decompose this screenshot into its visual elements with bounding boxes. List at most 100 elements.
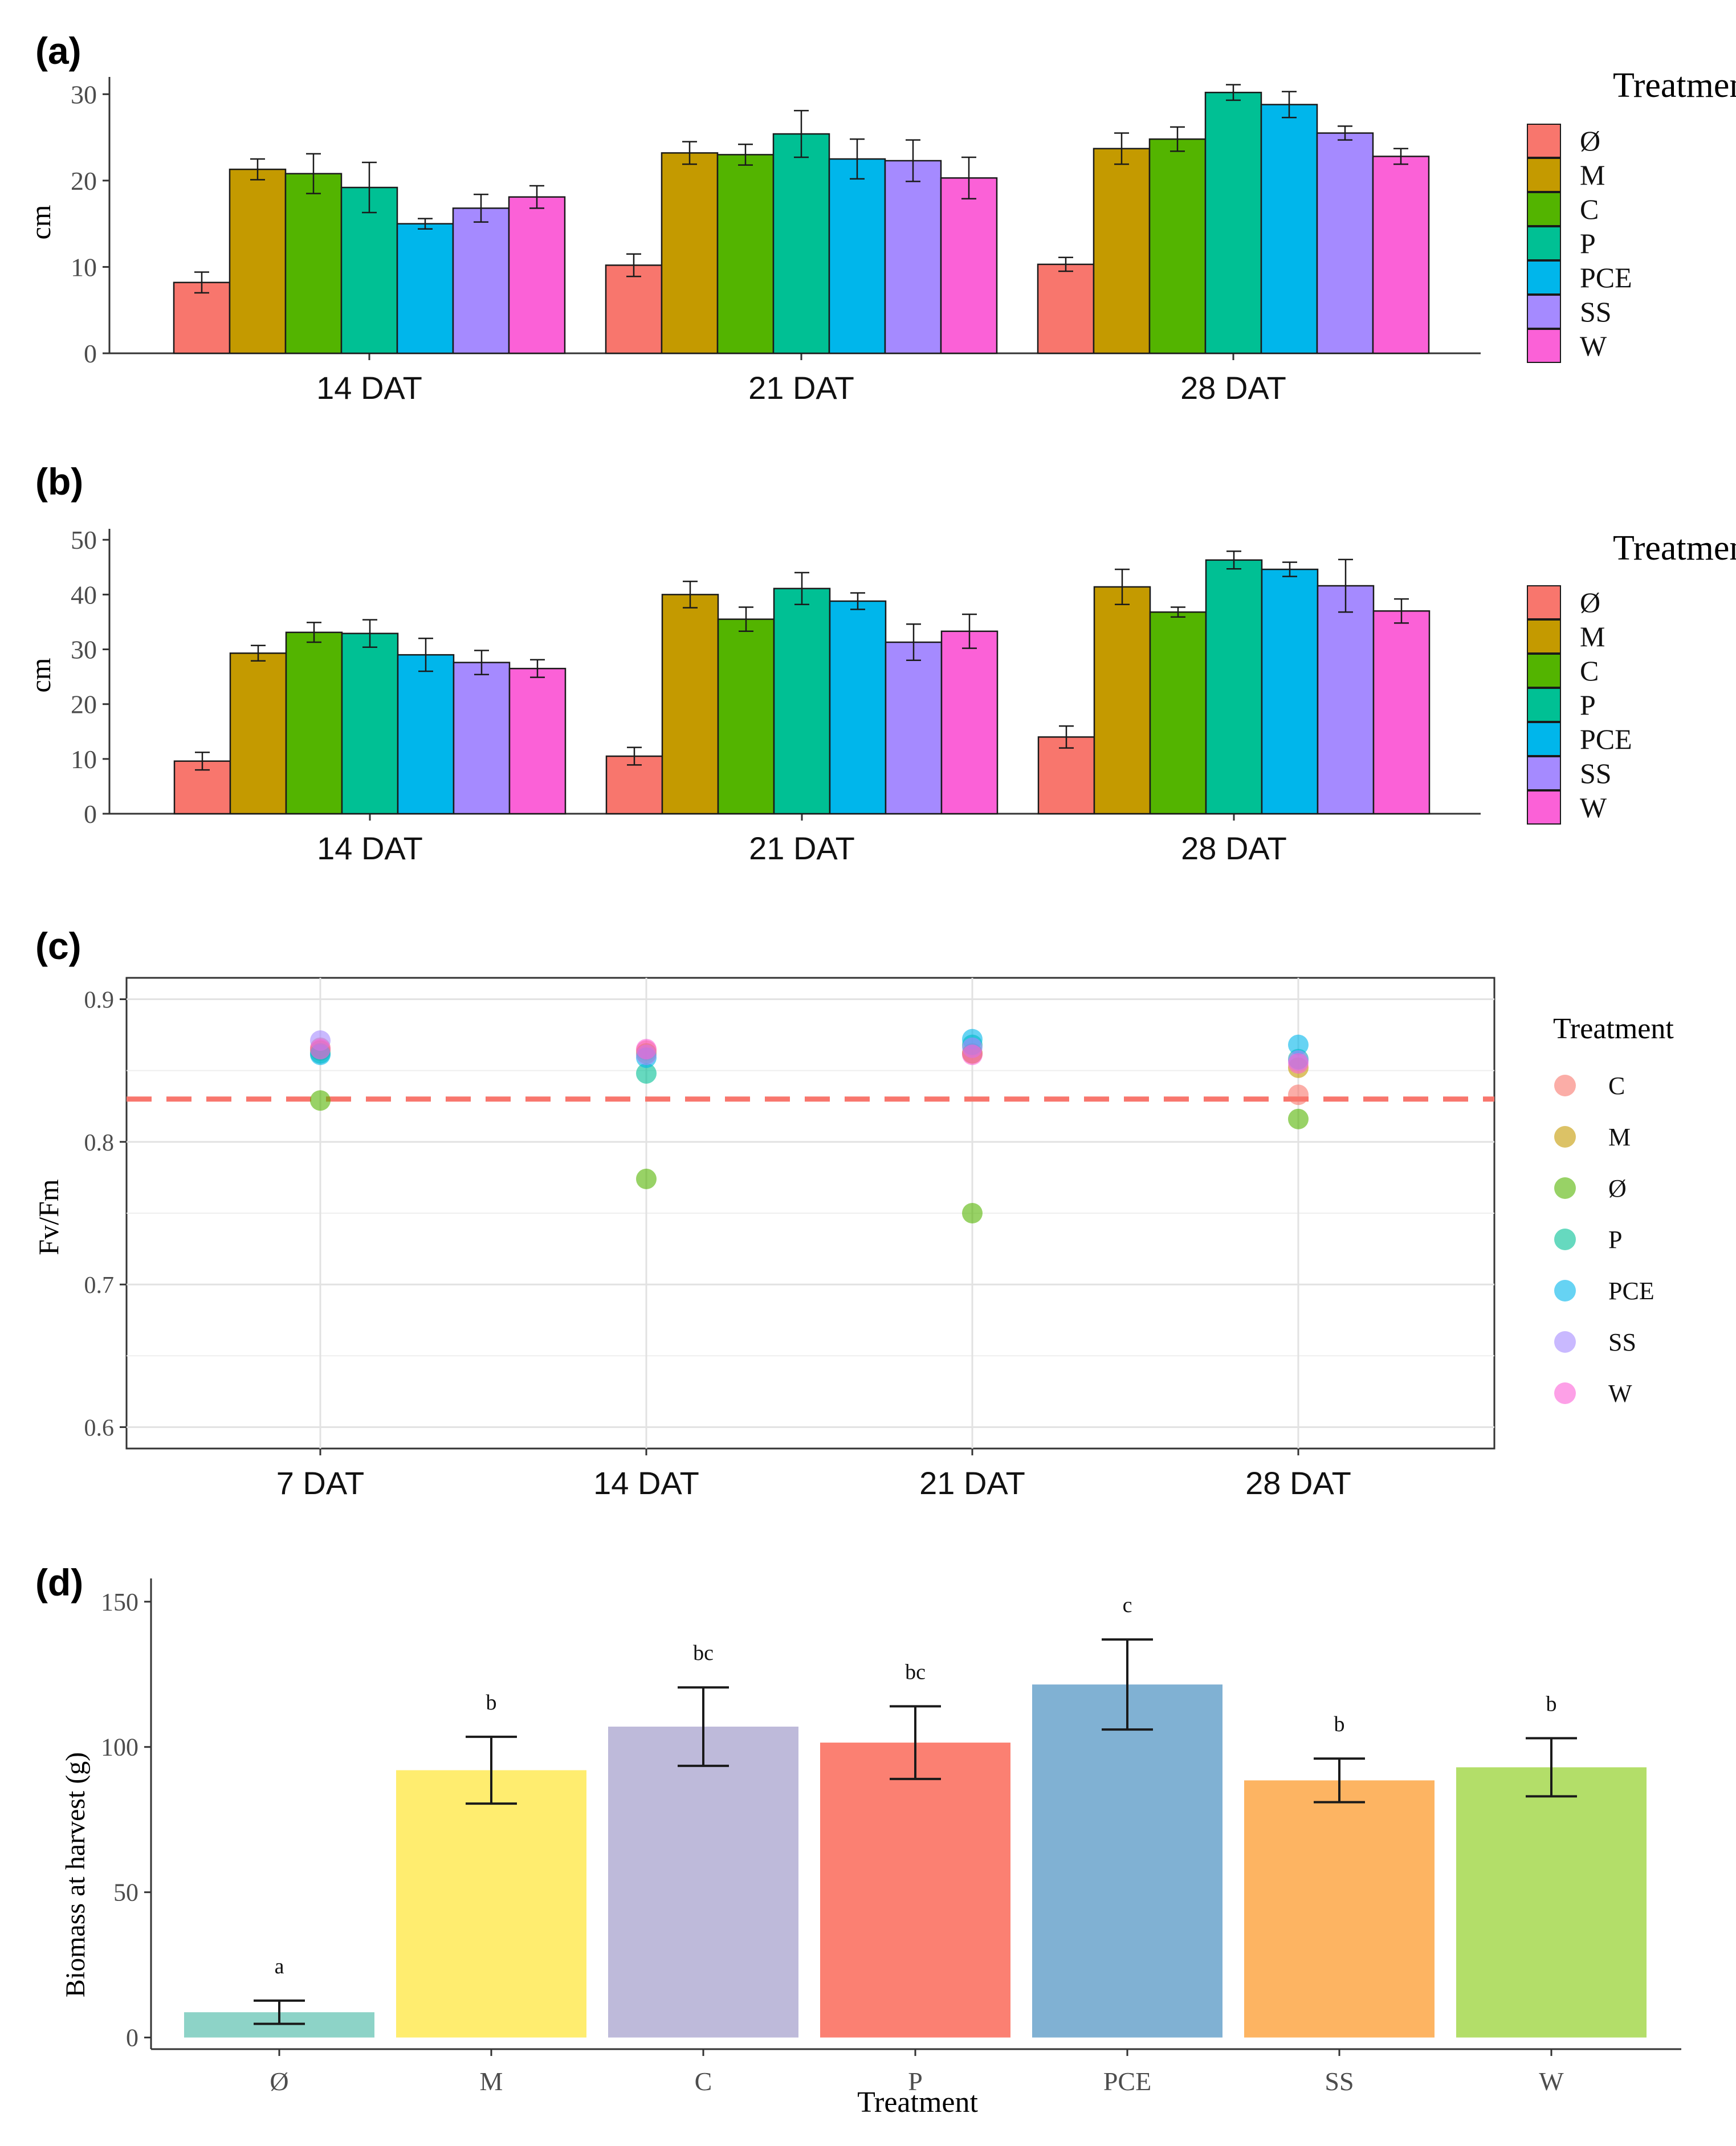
panel-a-x-tick-label: 14 DAT xyxy=(316,370,422,406)
panel-a-bar-p-14-dat xyxy=(340,186,398,354)
panel-a-bar-m-21-dat xyxy=(661,152,719,354)
panel-c-y-tick-label: 0.7 xyxy=(84,1272,115,1299)
panel-b-bar-c-14-dat xyxy=(285,631,343,815)
panel-b-bar-m-28-dat xyxy=(1093,586,1151,815)
panel-a-error-bar xyxy=(418,218,433,230)
panel-b-error-bar xyxy=(1171,606,1185,618)
panel-d-x-tick-label: C xyxy=(695,2067,712,2096)
panel-c-legend-label-ss: SS xyxy=(1608,1328,1636,1356)
panel-a-y-tick-label: 10 xyxy=(71,252,97,281)
panel-c-point-none-14-dat xyxy=(636,1168,657,1189)
panel-b-x-tick-label: 14 DAT xyxy=(317,830,423,866)
panel-a-bar-w-21-dat xyxy=(940,177,998,354)
panel-a-error-bar xyxy=(794,109,809,158)
panel-d-significance-letter: a xyxy=(275,1955,284,1978)
panel-b-error-bar xyxy=(530,659,545,678)
panel-b-bar-c-21-dat xyxy=(717,618,775,815)
panel-b-bar-ss-28-dat xyxy=(1317,585,1375,815)
panel-b-bar-pce-21-dat xyxy=(829,600,887,815)
panel-b-error-bar xyxy=(850,592,865,610)
panel-b-legend-label-none: Ø xyxy=(1580,586,1600,618)
panel-d-x-tick-label: PCE xyxy=(1103,2067,1151,2096)
panel-c-y-tick-label: 0.8 xyxy=(84,1130,115,1156)
panel-d-significance-letter: b xyxy=(1334,1712,1345,1736)
panel-d-error-bar xyxy=(1102,1638,1153,1731)
panel-d-bar-ss xyxy=(1244,1780,1435,2038)
panel-b-bar-c-28-dat xyxy=(1149,611,1207,815)
panel-d-x-tick-label: W xyxy=(1539,2067,1564,2096)
panel-a-error-bar xyxy=(1170,126,1185,152)
panel-b-chart: (b) cm Treatment 0 10 20 30 40 50 14 DAT 21 DAT… xyxy=(25,460,1736,866)
panel-b-error-bar xyxy=(307,622,321,643)
panel-b-error-bar xyxy=(627,746,642,766)
panel-c-legend-label-m: M xyxy=(1608,1123,1631,1151)
panel-a-error-bar xyxy=(250,158,265,181)
panel-a-x-tick-label: 28 DAT xyxy=(1180,370,1286,406)
panel-d-significance-letter: bc xyxy=(693,1641,714,1665)
panel-d-error-bar xyxy=(1314,1757,1365,1804)
panel-a-error-bar xyxy=(906,139,920,182)
panel-a-bar-m-28-dat xyxy=(1093,148,1151,354)
panel-b-y-tick-label: 10 xyxy=(71,745,97,774)
panel-c-x-tick-label: 21 DAT xyxy=(919,1465,1025,1501)
panel-d-bar-m xyxy=(396,1770,586,2038)
panel-c-label: (c) xyxy=(35,925,81,967)
panel-c-legend-key-c xyxy=(1554,1075,1576,1096)
panel-c-legend-label-w: W xyxy=(1608,1380,1632,1407)
panel-a-bar-w-14-dat xyxy=(508,196,566,354)
panel-a-bar-w-28-dat xyxy=(1372,156,1430,354)
panel-a-bar-m-14-dat xyxy=(229,168,287,354)
panel-a-bar-ss-21-dat xyxy=(884,160,942,354)
panel-b-error-bar xyxy=(418,638,433,672)
panel-c-point-p-14-dat xyxy=(636,1063,657,1084)
panel-c-legend-label-pce: PCE xyxy=(1608,1277,1655,1305)
panel-b-error-bar xyxy=(962,613,977,649)
panel-b-y-tick-label: 0 xyxy=(84,799,97,829)
panel-b-y-tick-label: 50 xyxy=(71,525,97,554)
panel-b-bar-pce-14-dat xyxy=(397,654,455,815)
panel-a-x-tick-label: 21 DAT xyxy=(748,370,854,406)
panel-b-bar-ss-21-dat xyxy=(885,641,943,815)
panel-b-legend-label-m: M xyxy=(1580,621,1605,652)
panel-a-bar-ss-14-dat xyxy=(452,207,510,354)
panel-d-y-tick-label: 50 xyxy=(113,1879,138,1907)
panel-d-error-bar xyxy=(890,1705,941,1780)
panel-d-error-bar xyxy=(678,1686,729,1767)
panel-c-legend-key-w xyxy=(1554,1382,1576,1404)
panel-b-bar-p-28-dat xyxy=(1205,559,1263,815)
panel-b-bar-p-21-dat xyxy=(773,588,831,815)
panel-a-legend-label-ss: SS xyxy=(1580,296,1612,328)
panel-a-legend-label-pce: PCE xyxy=(1580,262,1632,293)
panel-a-legend-title: Treatment xyxy=(1613,66,1736,105)
panel-a-error-bar xyxy=(626,253,641,278)
panel-a-legend-label-c: C xyxy=(1580,193,1599,225)
panel-b-legend-label-ss: SS xyxy=(1580,757,1612,789)
panel-b-error-bar xyxy=(683,581,698,609)
panel-b-legend-title: Treatment xyxy=(1613,529,1736,568)
panel-d-bar-c xyxy=(608,1727,798,2038)
panel-a-legend-key-p xyxy=(1527,226,1561,260)
panel-b-legend-label-w: W xyxy=(1580,792,1607,823)
panel-d-error-bar xyxy=(254,1999,305,2025)
panel-a-y-axis-title: cm xyxy=(25,205,56,239)
panel-b-bar-w-21-dat xyxy=(940,630,999,815)
panel-a-y-tick-label: 20 xyxy=(71,166,97,195)
panel-d-y-tick-label: 0 xyxy=(126,2024,138,2052)
panel-b-legend-label-p: P xyxy=(1580,689,1596,721)
panel-c-x-tick-label: 28 DAT xyxy=(1245,1465,1351,1501)
panel-c-chart: (c) Fv/Fm Treatment 0.6 0.7 0.8 0.9 7 DAT 14 … xyxy=(32,925,1674,1501)
panel-d-significance-letter: b xyxy=(1546,1692,1557,1716)
panel-d-y-tick-label: 150 xyxy=(101,1588,138,1616)
panel-a-error-bar xyxy=(1114,132,1129,165)
panel-d-error-bar xyxy=(1526,1737,1577,1798)
panel-d-significance-letter: b xyxy=(486,1691,497,1715)
panel-c-legend-key-none xyxy=(1554,1177,1576,1199)
panel-a-bar-p-28-dat xyxy=(1204,92,1262,354)
panel-b-x-tick-label: 21 DAT xyxy=(749,830,855,866)
panel-b-legend-key-ss xyxy=(1527,756,1561,790)
panel-d-x-tick-label: M xyxy=(480,2067,503,2096)
panel-a-error-bar xyxy=(306,153,321,194)
panel-c-y-axis-title: Fv/Fm xyxy=(32,1179,64,1255)
panel-b-error-bar xyxy=(195,752,210,771)
